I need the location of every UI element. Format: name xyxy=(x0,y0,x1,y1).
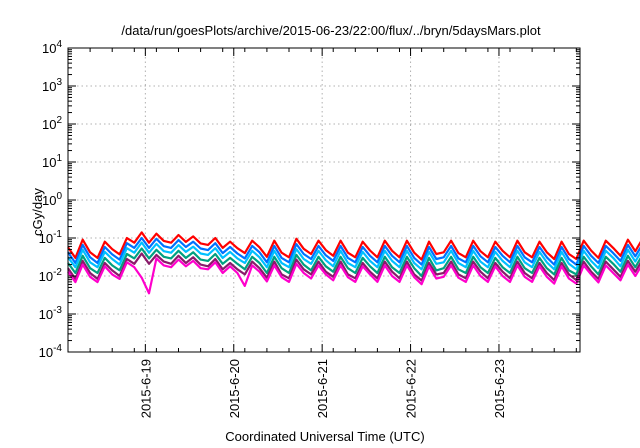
y-tick-label: 10-2 xyxy=(39,267,63,284)
series-line xyxy=(67,231,640,261)
series-group xyxy=(67,231,640,295)
x-tick-label: 2015-6-22 xyxy=(404,359,419,418)
y-axis-label: cGy/day xyxy=(30,188,45,236)
chart-title: /data/run/goesPlots/archive/2015-06-23/2… xyxy=(121,23,541,38)
y-tick-label: 103 xyxy=(42,77,62,94)
y-tick-label: 101 xyxy=(42,153,62,170)
series-line xyxy=(67,247,640,278)
plot-frame xyxy=(67,47,581,353)
x-tick-label: 2015-6-20 xyxy=(227,359,242,418)
y-tick-label: 10-4 xyxy=(39,343,63,360)
y-tick-label: 100 xyxy=(42,191,62,208)
x-tick-label: 2015-6-21 xyxy=(315,359,330,418)
axes: 10-4 10-3 10-2 10-1 100 101 102 103 104 2015-6-19… xyxy=(39,39,581,418)
y-tick-label: 102 xyxy=(42,115,62,132)
y-tick-label: 10-3 xyxy=(39,305,63,322)
series-line xyxy=(67,241,640,271)
x-tick-label: 2015-6-19 xyxy=(138,359,153,418)
x-tick-label: 2015-6-23 xyxy=(492,359,507,418)
y-tick-label: 104 xyxy=(42,39,62,56)
series-line xyxy=(67,252,640,282)
series-line xyxy=(67,257,640,295)
y-tick-label: 10-1 xyxy=(39,229,63,246)
grid xyxy=(68,48,580,352)
series-line xyxy=(67,236,640,266)
x-axis-label: Coordinated Universal Time (UTC) xyxy=(225,429,424,444)
